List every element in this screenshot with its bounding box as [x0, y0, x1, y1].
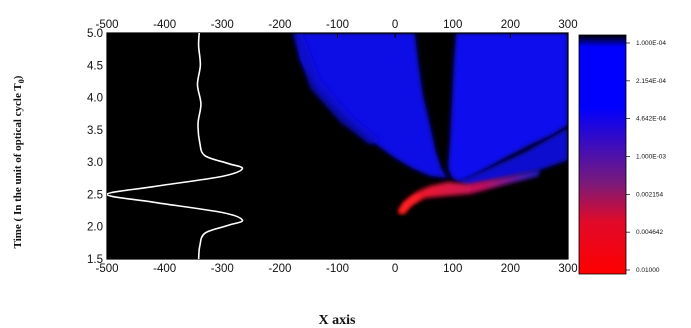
x-tick-label-bottom: -500: [95, 263, 118, 275]
colorbar-label: 2.154E-04: [636, 78, 666, 85]
colorbar-label: 1.000E-04: [636, 40, 666, 47]
y-tick-label: 4.0: [87, 93, 103, 105]
x-tick-label-top: 100: [443, 19, 462, 31]
x-tick-label-top: 200: [501, 19, 520, 31]
y-tick-label: 5.0: [87, 28, 103, 40]
pulse-curve: [107, 33, 244, 259]
right-blue-lobe-lower: [458, 128, 568, 186]
colorbar-label: 0.01000: [636, 267, 660, 274]
red-region: [398, 170, 540, 214]
x-tick-label-top: 0: [392, 19, 398, 31]
x-tick-label-bottom: 200: [501, 263, 520, 275]
y-tick-label: 2.5: [87, 189, 103, 201]
x-tick-label-bottom: -300: [211, 263, 234, 275]
y-tick-label: 3.0: [87, 157, 103, 169]
x-tick-label-bottom: -200: [268, 263, 291, 275]
y-tick-label: 1.5: [87, 254, 103, 266]
x-axis-bottom: -500 -400 -300 -200 -100 0 100 200 300: [95, 254, 578, 275]
colorbar-label: 4.642E-04: [636, 116, 666, 123]
x-tick-label-top: -100: [326, 19, 349, 31]
left-blue-lobe-streaks: [292, 33, 380, 145]
y-axis-left: 1.5 2.0 2.5 3.0 3.5 4.0 4.5 5.0: [87, 28, 112, 266]
colorbar: [578, 34, 627, 275]
y-tick-label: 3.5: [87, 125, 103, 137]
x-tick-label-bottom: 300: [558, 263, 577, 275]
field-intensity: [292, 33, 568, 214]
left-blue-lobe: [296, 33, 448, 178]
x-axis-label: X axis: [319, 313, 357, 328]
x-tick-label-bottom: -100: [326, 263, 349, 275]
colorbar-labels: 1.000E-04 2.154E-04 4.642E-04 1.000E-03 0.00…: [626, 40, 666, 274]
x-tick-label-top: -200: [268, 19, 291, 31]
x-axis-top: -500 -400 -300 -200 -100 0 100 200 300: [95, 19, 578, 38]
y-tick-label: 4.5: [87, 60, 103, 72]
x-tick-label-bottom: 100: [443, 263, 462, 275]
x-tick-label-top: -300: [211, 19, 234, 31]
x-tick-label-bottom: -400: [153, 263, 176, 275]
y-tick-label: 2.0: [87, 222, 103, 234]
red-hotspot: [398, 196, 422, 214]
colorbar-label: 0.004642: [636, 229, 663, 236]
x-tick-label-top: -500: [95, 19, 118, 31]
right-blue-lobe: [448, 33, 568, 182]
x-tick-label-bottom: 0: [392, 263, 398, 275]
colorbar-label: 1.000E-03: [636, 154, 666, 161]
y-axis-label: Time ( In the unit of optical cycle T0): [12, 75, 26, 248]
y-axis-label-subscript: 0: [17, 79, 26, 83]
x-tick-label-top: 300: [558, 19, 577, 31]
x-tick-label-top: -400: [153, 19, 176, 31]
colorbar-label: 0.002154: [636, 191, 663, 198]
